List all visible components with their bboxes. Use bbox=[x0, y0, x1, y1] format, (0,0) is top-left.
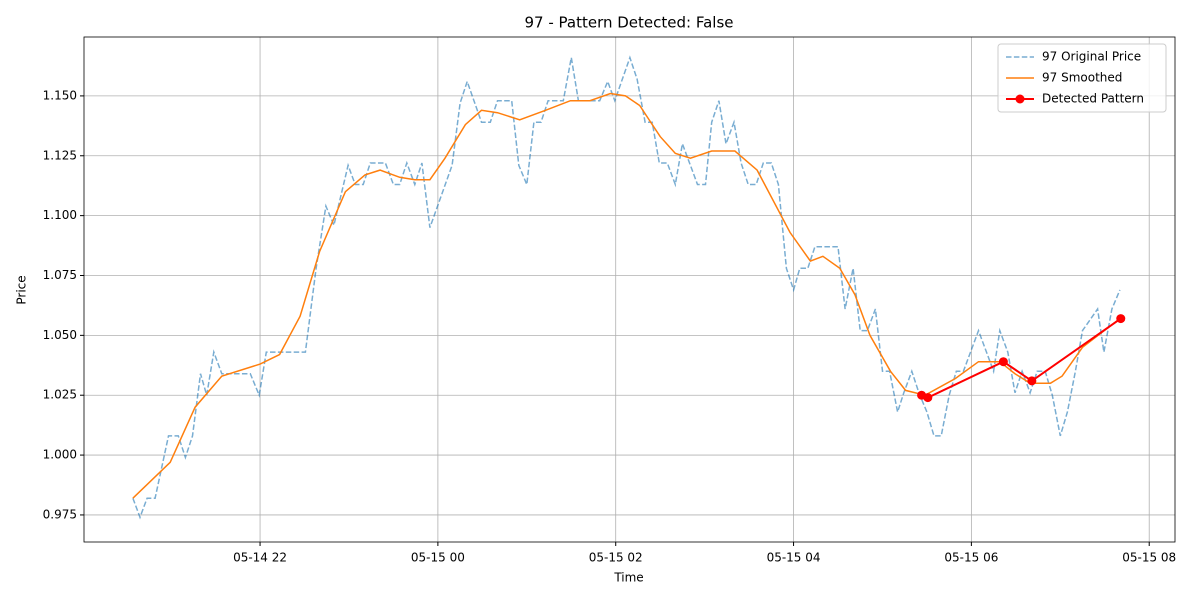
x-tick-label: 05-15 06 bbox=[944, 551, 998, 565]
y-tick-label: 1.025 bbox=[43, 388, 77, 402]
y-axis-label: Price bbox=[15, 275, 29, 304]
legend-box bbox=[997, 43, 1167, 113]
series-line bbox=[132, 55, 1121, 520]
pattern-marker bbox=[998, 357, 1008, 367]
chart-title: 97 - Pattern Detected: False bbox=[524, 14, 733, 32]
y-tick-label: 1.000 bbox=[43, 448, 77, 462]
x-tick-label: 05-15 02 bbox=[589, 551, 643, 565]
y-tick-label: 0.975 bbox=[43, 507, 77, 521]
y-tick-label: 1.100 bbox=[43, 208, 77, 222]
pattern-marker bbox=[1116, 314, 1126, 324]
plot-frame bbox=[83, 36, 1176, 543]
pattern-marker bbox=[923, 393, 933, 403]
series-line bbox=[132, 92, 1121, 499]
y-tick-label: 1.150 bbox=[43, 88, 77, 102]
y-tick-label: 1.075 bbox=[43, 268, 77, 282]
legend-label: 97 Original Price bbox=[1042, 50, 1141, 64]
legend-label: 97 Smoothed bbox=[1042, 71, 1122, 85]
y-tick-label: 1.050 bbox=[43, 328, 77, 342]
x-tick-label: 05-15 04 bbox=[767, 551, 821, 565]
legend-marker bbox=[1015, 94, 1025, 104]
y-tick-label: 1.125 bbox=[43, 148, 77, 162]
pattern-marker bbox=[1027, 376, 1037, 386]
plot-area bbox=[84, 37, 1175, 542]
x-tick-label: 05-15 08 bbox=[1122, 551, 1176, 565]
x-tick-label: 05-14 22 bbox=[233, 551, 287, 565]
legend: 97 Original Price 97 Smoothed Detected Pat… bbox=[997, 43, 1167, 113]
legend-label: Detected Pattern bbox=[1042, 92, 1144, 106]
x-tick-label: 05-15 00 bbox=[411, 551, 465, 565]
x-axis-label: Time bbox=[613, 571, 643, 585]
